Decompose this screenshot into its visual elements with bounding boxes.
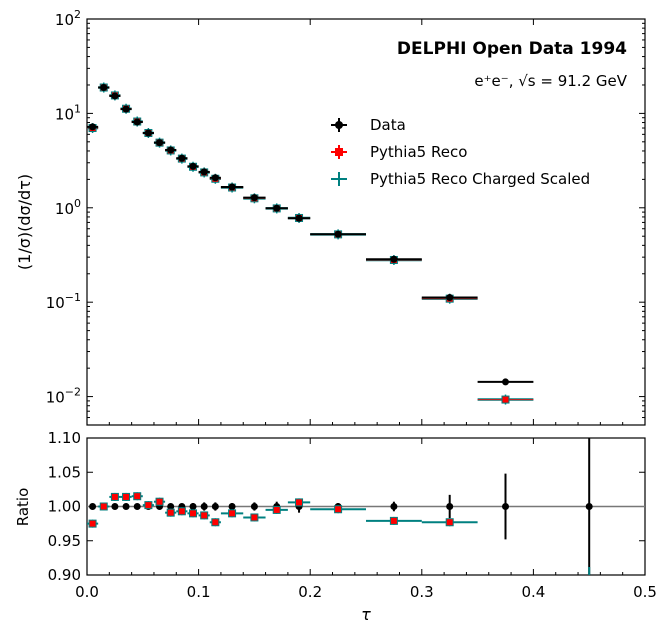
legend: Data Pythia5 Reco Pythia5 Reco Charged Sca… bbox=[331, 116, 590, 188]
data-point bbox=[178, 154, 186, 162]
x-tick-label: 0.4 bbox=[521, 583, 545, 601]
mc-ratio-point bbox=[211, 518, 220, 527]
mc-ratio-point bbox=[445, 518, 454, 527]
data-ratio-point bbox=[228, 503, 236, 510]
mc-ratio-point bbox=[334, 505, 343, 514]
mc-ratio-point bbox=[88, 519, 97, 528]
data-ratio-point bbox=[89, 503, 97, 510]
top-panel: 10−2 10−1 100 101 102 bbox=[46, 8, 646, 426]
data-ratio-point bbox=[446, 503, 454, 510]
mc-ratio-point bbox=[166, 508, 175, 517]
y-tick-label: 100 bbox=[55, 197, 81, 218]
mc-ratio-point bbox=[144, 501, 153, 510]
data-ratio-point bbox=[167, 503, 175, 510]
data-ratio-point bbox=[200, 503, 208, 510]
legend-marker bbox=[335, 148, 343, 156]
data-point bbox=[273, 204, 281, 212]
mc-ratio-point bbox=[99, 502, 108, 511]
data-ratio-point bbox=[211, 503, 219, 510]
legend-entry: Pythia5 Reco Charged Scaled bbox=[370, 170, 590, 188]
data-ratio-point bbox=[390, 503, 398, 510]
y-axis-label-top: (1/σ)(dσ/dτ) bbox=[15, 174, 34, 270]
data-point bbox=[295, 214, 303, 222]
x-tick-label: 0.0 bbox=[75, 583, 99, 601]
data-point bbox=[167, 146, 175, 154]
mc-ratio-point bbox=[272, 505, 281, 514]
x-tick-label: 0.1 bbox=[187, 583, 211, 601]
mc-ratio-point bbox=[110, 492, 119, 501]
data-ratio-point bbox=[502, 503, 509, 510]
ratio-clip-group bbox=[87, 438, 593, 575]
x-tick-label: 0.5 bbox=[633, 583, 657, 601]
y-tick-label: 10−2 bbox=[46, 386, 81, 407]
mc-ratio-point bbox=[228, 509, 237, 518]
mc-reco-point bbox=[501, 395, 510, 404]
data-point bbox=[144, 129, 152, 137]
data-ratio-point bbox=[189, 503, 197, 510]
y-tick-label-ratio: 1.10 bbox=[48, 429, 81, 447]
y-tick-label: 102 bbox=[55, 8, 81, 29]
mc-ratio-point bbox=[200, 511, 209, 520]
legend-entry: Pythia5 Reco bbox=[370, 143, 467, 161]
mc-ratio-point bbox=[133, 492, 142, 501]
mc-ratio-point bbox=[389, 516, 398, 525]
data-ratio-point bbox=[133, 503, 141, 510]
data-point bbox=[446, 294, 454, 302]
data-point bbox=[189, 162, 197, 170]
mc-ratio-point bbox=[189, 509, 198, 518]
y-tick-label: 10−1 bbox=[46, 291, 81, 312]
y-tick-label-ratio: 0.90 bbox=[48, 566, 81, 584]
data-ratio-point bbox=[250, 503, 258, 510]
data-point bbox=[502, 378, 509, 386]
y-tick-label-ratio: 1.00 bbox=[48, 498, 81, 516]
mc-ratio-point bbox=[122, 492, 131, 501]
data-point bbox=[133, 118, 141, 126]
chart-subtitle: e⁺e⁻, √s = 91.2 GeV bbox=[474, 72, 627, 90]
ratio-panel: 0.0 0.1 0.2 0.3 0.4 0.5 0.90 0.95 1.00 1.05 1.10 bbox=[48, 429, 657, 601]
data-point bbox=[390, 255, 398, 263]
x-tick-label: 0.2 bbox=[298, 583, 322, 601]
data-ratio-point bbox=[122, 503, 130, 510]
y-tick-label-ratio: 0.95 bbox=[48, 532, 81, 550]
y-tick-label-ratio: 1.05 bbox=[48, 463, 81, 481]
y-tick-label: 101 bbox=[55, 102, 81, 123]
data-point bbox=[100, 84, 108, 92]
data-point bbox=[228, 183, 236, 191]
x-axis-label: τ bbox=[361, 605, 371, 624]
data-ratio-point bbox=[111, 503, 119, 510]
mc-ratio-point bbox=[295, 498, 304, 507]
data-point bbox=[200, 168, 208, 176]
ratio-panel-marks bbox=[87, 438, 593, 575]
data-point bbox=[211, 174, 219, 182]
y-axis-label-ratio: Ratio bbox=[14, 488, 32, 527]
data-point bbox=[156, 139, 164, 147]
legend-entry: Data bbox=[370, 116, 406, 134]
legend-marker bbox=[335, 121, 343, 129]
mc-ratio-point bbox=[250, 513, 259, 522]
data-point bbox=[250, 194, 258, 202]
data-point bbox=[122, 105, 130, 113]
top-panel-marks bbox=[87, 82, 534, 405]
data-ratio-point bbox=[585, 503, 593, 510]
chart-title: DELPHI Open Data 1994 bbox=[397, 39, 627, 59]
mc-ratio-point bbox=[155, 497, 164, 506]
data-point bbox=[111, 92, 119, 100]
x-tick-label: 0.3 bbox=[410, 583, 434, 601]
data-point bbox=[334, 230, 342, 238]
data-point bbox=[89, 123, 97, 131]
mc-ratio-point bbox=[177, 507, 186, 516]
